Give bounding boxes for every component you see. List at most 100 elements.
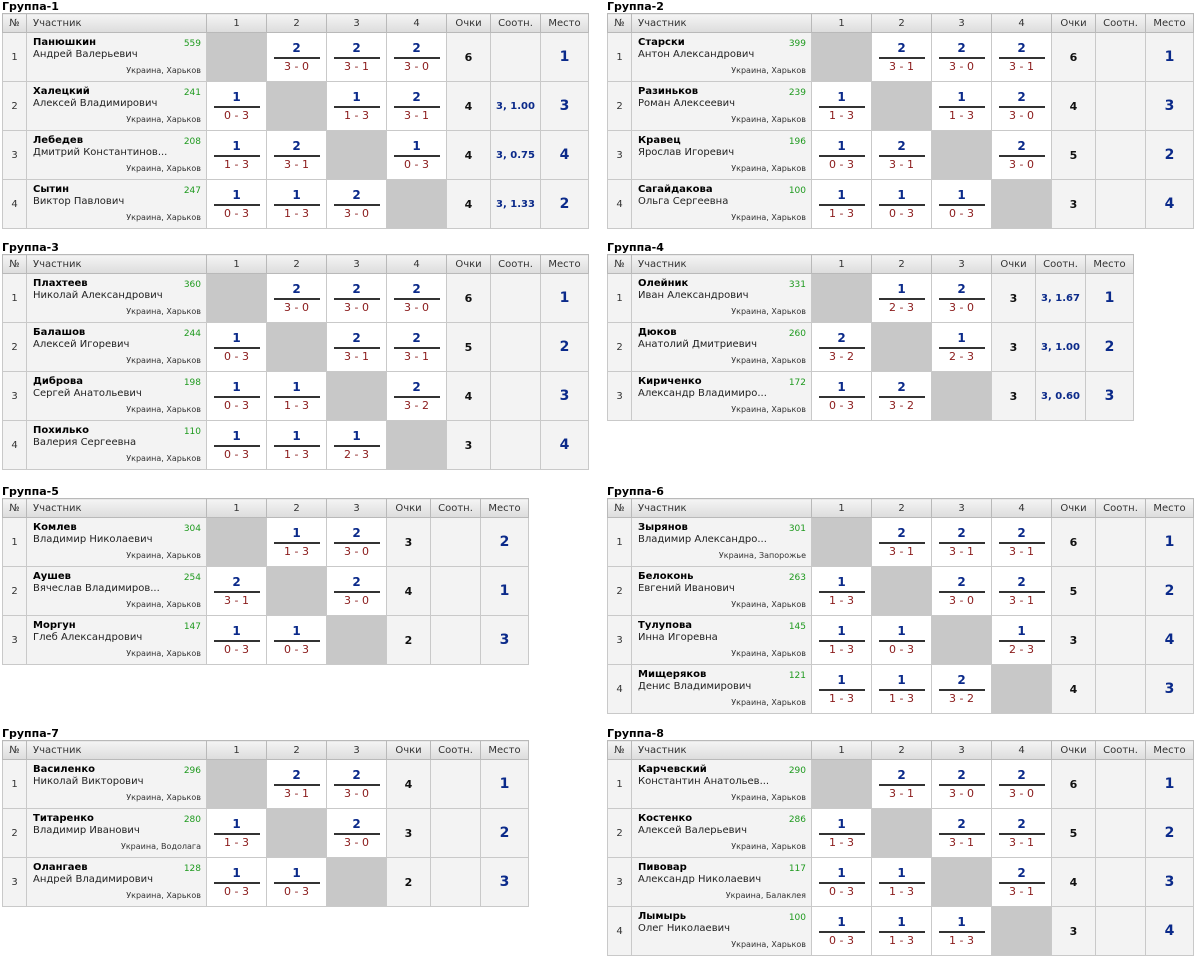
participant-cell[interactable]: Пивовар 117 Александр Николаевич Украина, Б… xyxy=(631,857,812,907)
match-result-cell[interactable]: 2 3 - 0 xyxy=(386,273,447,323)
participant-cell[interactable]: Плахтеев 360 Николай Александрович Украина,… xyxy=(26,273,207,323)
participant-surname[interactable]: Костенко xyxy=(638,813,693,824)
match-result-cell[interactable]: 1 0 - 3 xyxy=(206,81,267,131)
participant-surname[interactable]: Зырянов xyxy=(638,522,688,533)
participant-surname[interactable]: Старски xyxy=(638,37,685,48)
match-result-cell[interactable]: 1 0 - 3 xyxy=(206,322,267,372)
match-result-cell[interactable]: 2 3 - 0 xyxy=(326,808,387,858)
participant-surname[interactable]: Лымырь xyxy=(638,911,687,922)
participant-surname[interactable]: Кириченко xyxy=(638,376,702,387)
match-result-cell[interactable]: 1 1 - 3 xyxy=(931,906,992,956)
match-result-cell[interactable]: 2 3 - 1 xyxy=(871,517,932,567)
match-result-cell[interactable]: 1 1 - 3 xyxy=(266,179,327,229)
match-result-cell[interactable]: 2 3 - 2 xyxy=(871,371,932,421)
match-result-cell[interactable]: 2 3 - 1 xyxy=(991,857,1052,907)
participant-cell[interactable]: Лебедев 208 Дмитрий Константинов... Украина… xyxy=(26,130,207,180)
match-result-cell[interactable]: 1 1 - 3 xyxy=(871,906,932,956)
match-result-cell[interactable]: 1 1 - 3 xyxy=(871,664,932,714)
match-result-cell[interactable]: 1 0 - 3 xyxy=(266,615,327,665)
participant-surname[interactable]: Сагайдакова xyxy=(638,184,713,195)
match-result-cell[interactable]: 1 0 - 3 xyxy=(386,130,447,180)
participant-surname[interactable]: Моргун xyxy=(33,620,76,631)
match-result-cell[interactable]: 1 1 - 3 xyxy=(931,81,992,131)
match-result-cell[interactable]: 2 3 - 1 xyxy=(386,81,447,131)
match-result-cell[interactable]: 2 3 - 1 xyxy=(266,759,327,809)
participant-cell[interactable]: Белоконь 263 Евгений Иванович Украина, Харь… xyxy=(631,566,812,616)
match-result-cell[interactable]: 1 1 - 3 xyxy=(811,808,872,858)
participant-cell[interactable]: Олангаев 128 Андрей Владимирович Украина, Х… xyxy=(26,857,207,907)
match-result-cell[interactable]: 2 3 - 0 xyxy=(326,759,387,809)
match-result-cell[interactable]: 1 0 - 3 xyxy=(266,857,327,907)
participant-cell[interactable]: Кириченко 172 Александр Владимиро... Украин… xyxy=(631,371,812,421)
match-result-cell[interactable]: 1 0 - 3 xyxy=(811,857,872,907)
match-result-cell[interactable]: 1 1 - 3 xyxy=(811,664,872,714)
participant-surname[interactable]: Аушев xyxy=(33,571,71,582)
participant-cell[interactable]: Зырянов 301 Владимир Александро... Украина,… xyxy=(631,517,812,567)
participant-cell[interactable]: Олейник 331 Иван Александрович Украина, Хар… xyxy=(631,273,812,323)
match-result-cell[interactable]: 1 1 - 3 xyxy=(266,517,327,567)
match-result-cell[interactable]: 2 3 - 0 xyxy=(931,273,992,323)
participant-cell[interactable]: Старски 399 Антон Александрович Украина, Ха… xyxy=(631,32,812,82)
match-result-cell[interactable]: 1 0 - 3 xyxy=(931,179,992,229)
participant-cell[interactable]: Панюшкин 559 Андрей Валерьевич Украина, Хар… xyxy=(26,32,207,82)
match-result-cell[interactable]: 2 3 - 0 xyxy=(326,517,387,567)
match-result-cell[interactable]: 2 3 - 1 xyxy=(991,32,1052,82)
match-result-cell[interactable]: 2 3 - 0 xyxy=(931,566,992,616)
match-result-cell[interactable]: 2 3 - 2 xyxy=(386,371,447,421)
participant-cell[interactable]: Тулупова 145 Инна Игоревна Украина, Харьков xyxy=(631,615,812,665)
match-result-cell[interactable]: 1 0 - 3 xyxy=(206,420,267,470)
participant-surname[interactable]: Плахтеев xyxy=(33,278,88,289)
match-result-cell[interactable]: 2 3 - 0 xyxy=(266,32,327,82)
match-result-cell[interactable]: 1 1 - 3 xyxy=(206,130,267,180)
participant-cell[interactable]: Диброва 198 Сергей Анатольевич Украина, Хар… xyxy=(26,371,207,421)
participant-cell[interactable]: Балашов 244 Алексей Игоревич Украина, Харьк… xyxy=(26,322,207,372)
match-result-cell[interactable]: 1 0 - 3 xyxy=(206,857,267,907)
match-result-cell[interactable]: 2 3 - 1 xyxy=(991,566,1052,616)
participant-surname[interactable]: Олейник xyxy=(638,278,689,289)
match-result-cell[interactable]: 2 3 - 0 xyxy=(326,566,387,616)
participant-surname[interactable]: Разиньков xyxy=(638,86,699,97)
participant-surname[interactable]: Пивовар xyxy=(638,862,687,873)
participant-surname[interactable]: Панюшкин xyxy=(33,37,97,48)
match-result-cell[interactable]: 2 3 - 0 xyxy=(326,273,387,323)
participant-cell[interactable]: Кравец 196 Ярослав Игоревич Украина, Харько… xyxy=(631,130,812,180)
match-result-cell[interactable]: 1 1 - 3 xyxy=(811,615,872,665)
match-result-cell[interactable]: 2 3 - 1 xyxy=(931,517,992,567)
match-result-cell[interactable]: 2 3 - 1 xyxy=(991,808,1052,858)
participant-cell[interactable]: Моргун 147 Глеб Александрович Украина, Харь… xyxy=(26,615,207,665)
match-result-cell[interactable]: 1 0 - 3 xyxy=(871,179,932,229)
match-result-cell[interactable]: 1 1 - 3 xyxy=(266,371,327,421)
match-result-cell[interactable]: 2 3 - 2 xyxy=(931,664,992,714)
match-result-cell[interactable]: 1 2 - 3 xyxy=(931,322,992,372)
match-result-cell[interactable]: 2 3 - 1 xyxy=(386,322,447,372)
match-result-cell[interactable]: 2 3 - 2 xyxy=(811,322,872,372)
participant-cell[interactable]: Похилько 110 Валерия Сергеевна Украина, Хар… xyxy=(26,420,207,470)
match-result-cell[interactable]: 1 1 - 3 xyxy=(811,81,872,131)
participant-surname[interactable]: Дюков xyxy=(638,327,677,338)
match-result-cell[interactable]: 1 0 - 3 xyxy=(811,906,872,956)
match-result-cell[interactable]: 2 3 - 1 xyxy=(871,130,932,180)
participant-surname[interactable]: Титаренко xyxy=(33,813,94,824)
participant-cell[interactable]: Карчевский 290 Константин Анатольев... Укра… xyxy=(631,759,812,809)
match-result-cell[interactable]: 2 3 - 0 xyxy=(991,759,1052,809)
match-result-cell[interactable]: 1 0 - 3 xyxy=(871,615,932,665)
match-result-cell[interactable]: 1 0 - 3 xyxy=(811,130,872,180)
participant-cell[interactable]: Костенко 286 Алексей Валерьевич Украина, Ха… xyxy=(631,808,812,858)
match-result-cell[interactable]: 2 3 - 0 xyxy=(991,130,1052,180)
match-result-cell[interactable]: 1 1 - 3 xyxy=(326,81,387,131)
participant-cell[interactable]: Лымырь 100 Олег Николаевич Украина, Харьков xyxy=(631,906,812,956)
participant-surname[interactable]: Балашов xyxy=(33,327,86,338)
match-result-cell[interactable]: 2 3 - 1 xyxy=(991,517,1052,567)
match-result-cell[interactable]: 1 0 - 3 xyxy=(206,615,267,665)
participant-surname[interactable]: Диброва xyxy=(33,376,83,387)
match-result-cell[interactable]: 2 3 - 0 xyxy=(931,32,992,82)
participant-surname[interactable]: Василенко xyxy=(33,764,95,775)
participant-surname[interactable]: Тулупова xyxy=(638,620,693,631)
match-result-cell[interactable]: 1 2 - 3 xyxy=(326,420,387,470)
participant-surname[interactable]: Халецкий xyxy=(33,86,90,97)
participant-cell[interactable]: Комлев 304 Владимир Николаевич Украина, Хар… xyxy=(26,517,207,567)
participant-cell[interactable]: Дюков 260 Анатолий Дмитриевич Украина, Харь… xyxy=(631,322,812,372)
participant-surname[interactable]: Сытин xyxy=(33,184,70,195)
participant-cell[interactable]: Аушев 254 Вячеслав Владимиров... Украина, Х… xyxy=(26,566,207,616)
participant-cell[interactable]: Сагайдакова 100 Ольга Сергеевна Украина, Ха… xyxy=(631,179,812,229)
